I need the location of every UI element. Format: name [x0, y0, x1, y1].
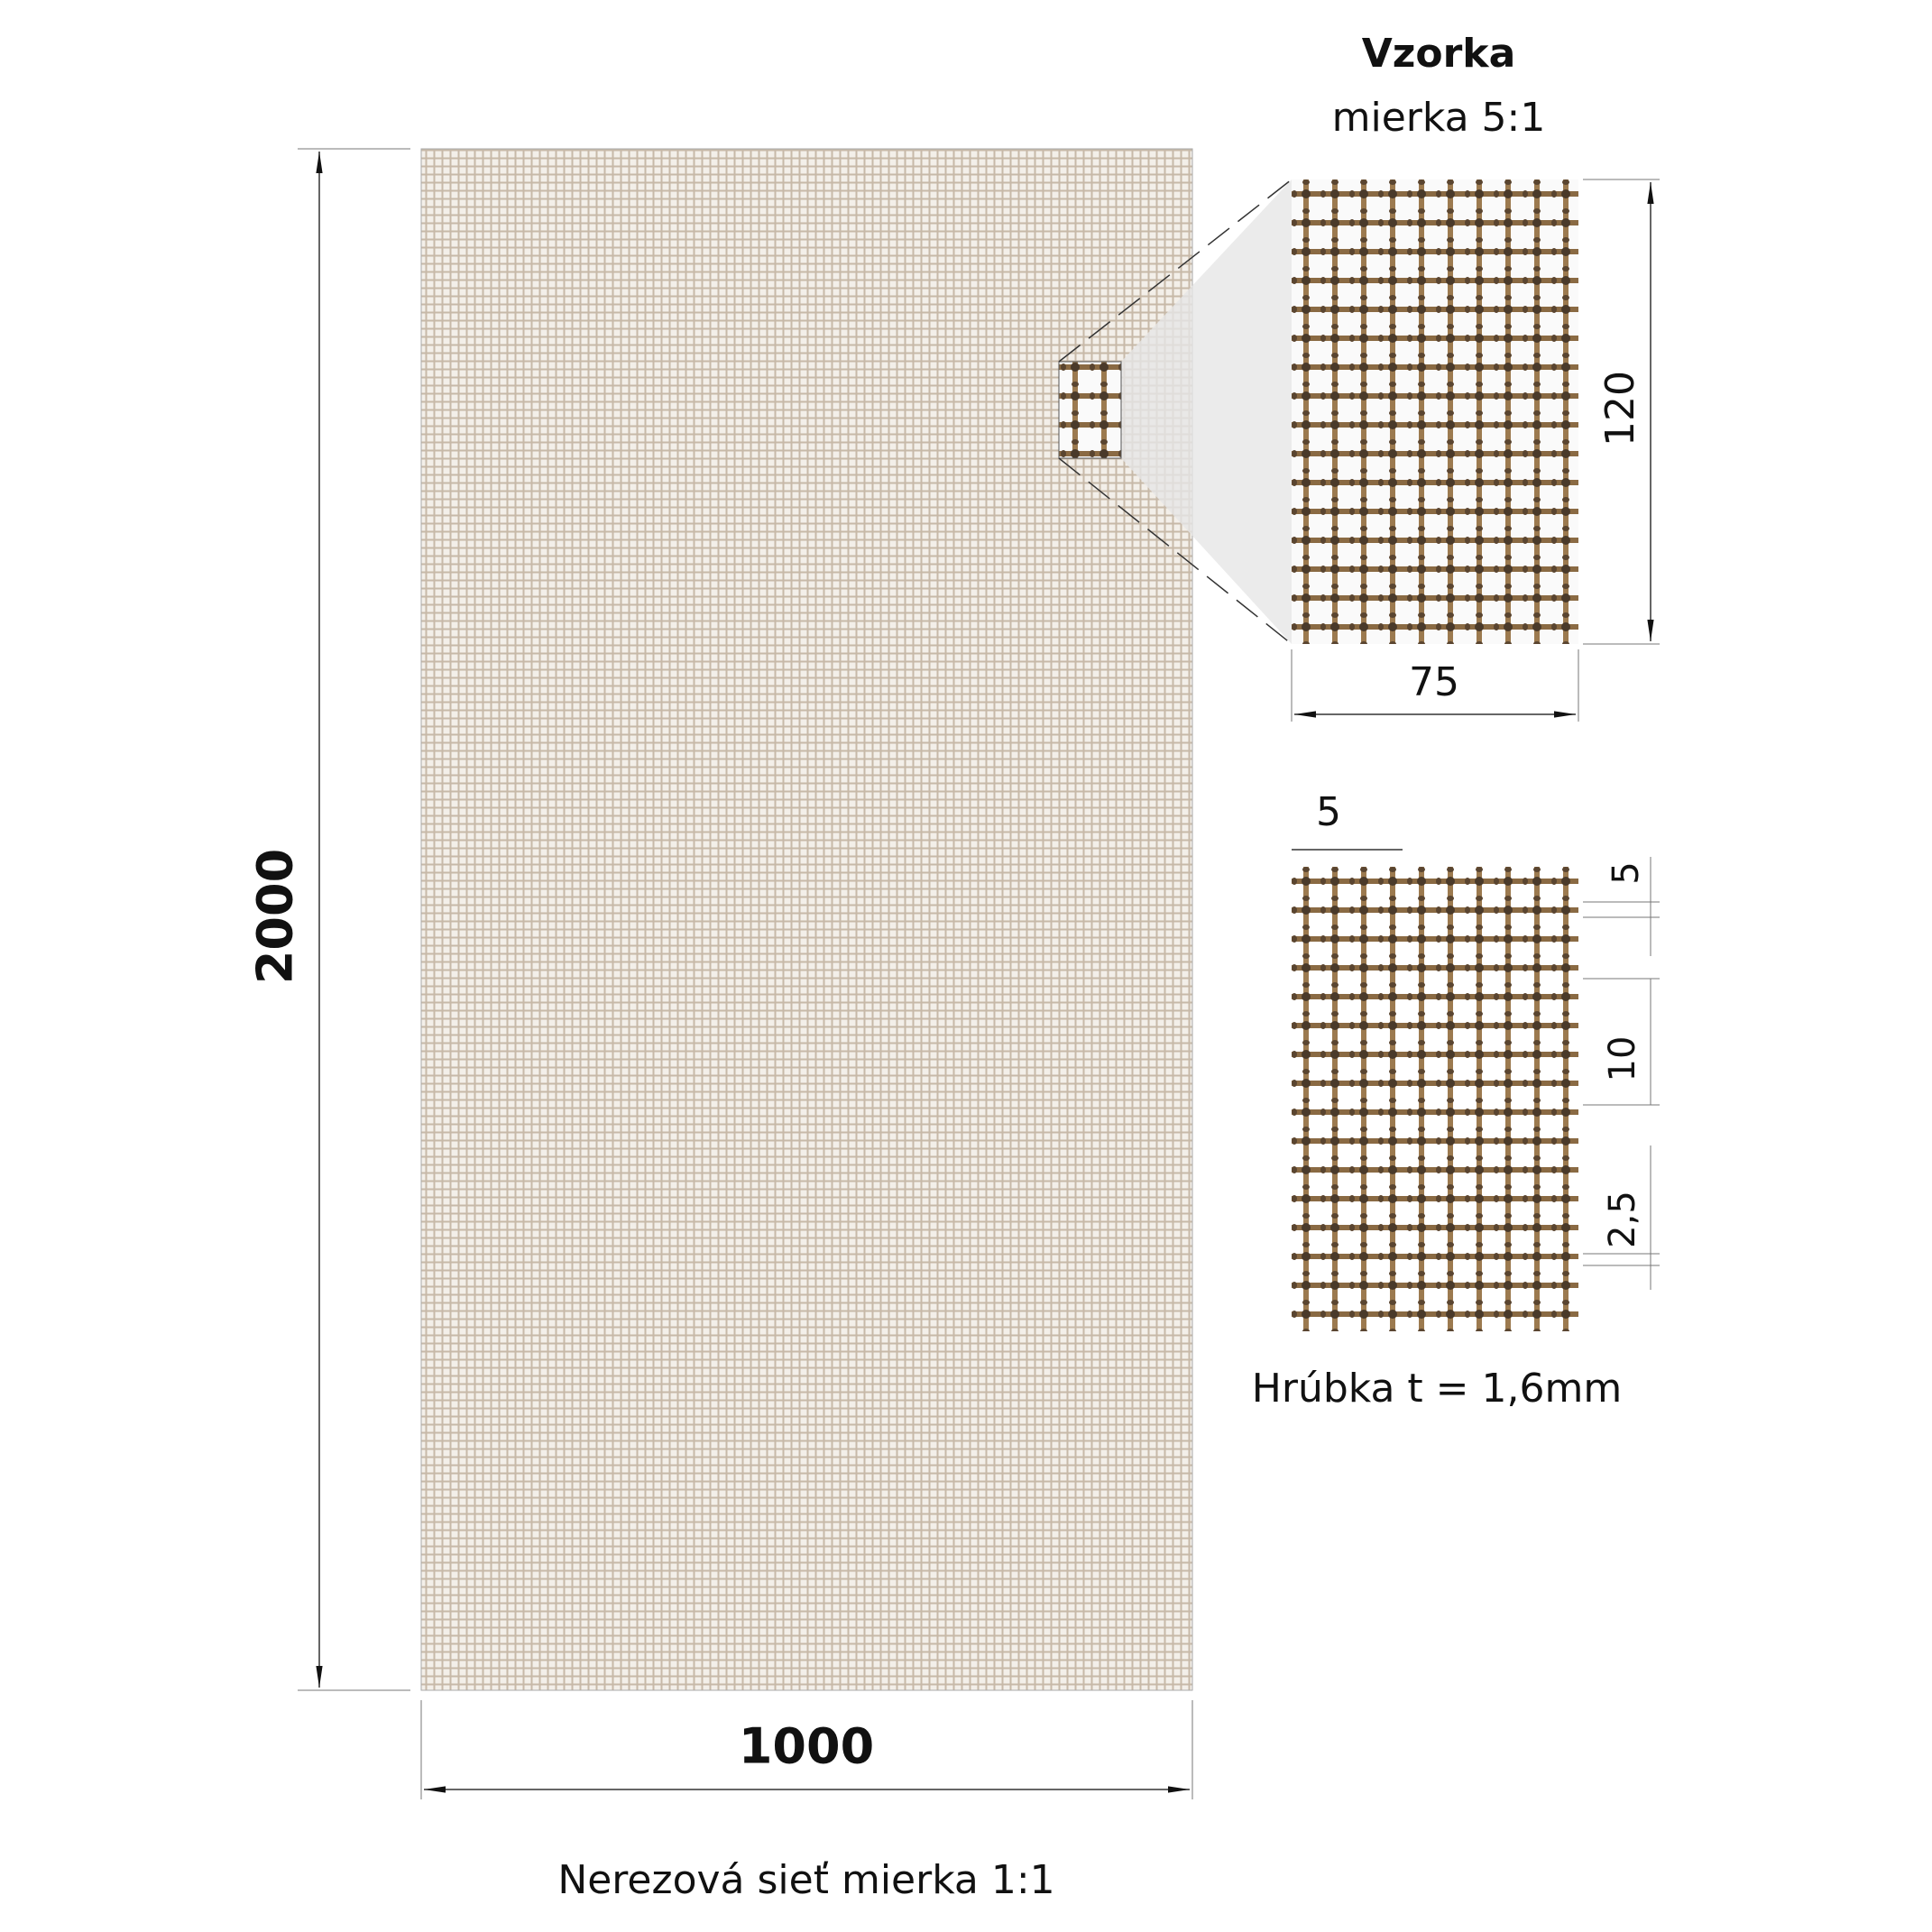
title: Vzorka — [1362, 31, 1516, 77]
height-label: 2000 — [247, 849, 304, 984]
wire-label: 5 — [1605, 861, 1647, 884]
small-label: 2,5 — [1602, 1191, 1643, 1248]
zoom-projection — [1121, 179, 1292, 644]
sample-height-label: 120 — [1597, 371, 1643, 446]
sample-mesh — [1292, 179, 1578, 644]
sample-width-label: 75 — [1409, 659, 1459, 705]
width-dimension — [420, 1700, 1193, 1799]
width-label: 1000 — [739, 1718, 874, 1775]
detail-dimensions — [1583, 857, 1660, 1290]
pitch-label: 5 — [1316, 789, 1341, 835]
zoom-lines — [1058, 179, 1293, 645]
subtitle: mierka 5:1 — [1332, 95, 1546, 141]
thickness-label: Hrúbka t = 1,6mm — [1252, 1366, 1622, 1412]
zoom-area — [1058, 361, 1122, 459]
detail-mesh — [1292, 867, 1578, 1331]
sample-width-dimension — [1291, 649, 1579, 722]
height-dimension — [298, 148, 410, 1691]
gap-label: 10 — [1602, 1036, 1643, 1082]
sample-height-dimension — [1583, 179, 1660, 645]
caption: Nerezová sieť mierka 1:1 — [557, 1857, 1054, 1903]
